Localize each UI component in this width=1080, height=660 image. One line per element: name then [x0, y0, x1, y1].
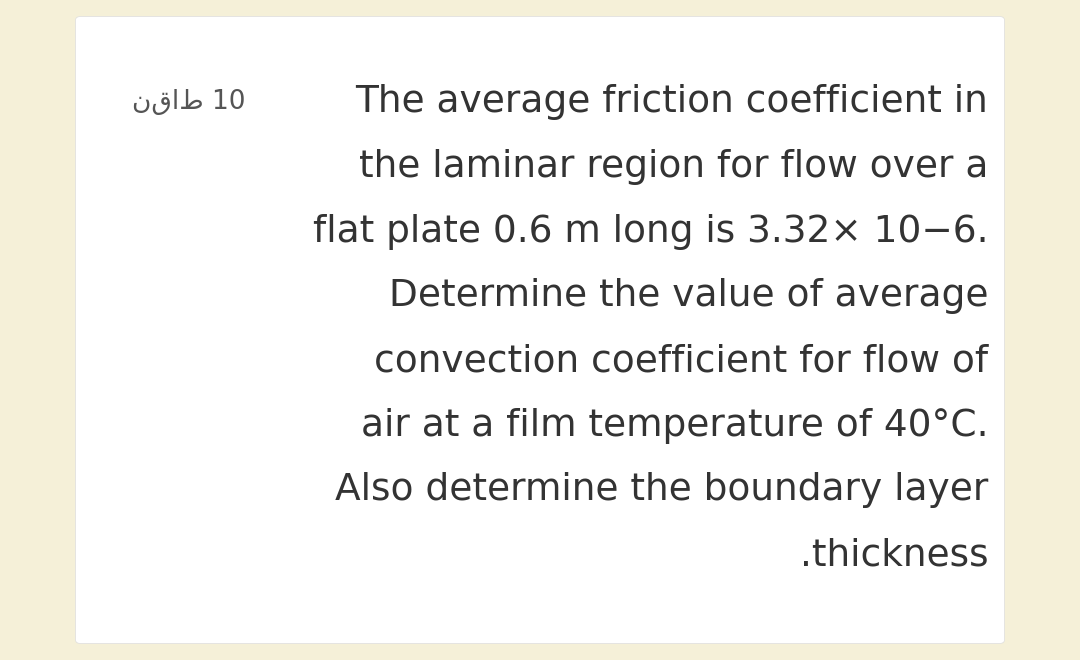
Text: the laminar region for flow over a: the laminar region for flow over a — [359, 149, 988, 185]
Text: نقاط 10: نقاط 10 — [132, 89, 246, 116]
Text: Determine the value of average: Determine the value of average — [389, 279, 988, 314]
Text: convection coefficient for flow of: convection coefficient for flow of — [374, 343, 988, 379]
Text: flat plate 0.6 m long is 3.32× 10−6.: flat plate 0.6 m long is 3.32× 10−6. — [313, 214, 988, 249]
Text: The average friction coefficient in: The average friction coefficient in — [355, 84, 988, 120]
Text: air at a film temperature of 40°C.: air at a film temperature of 40°C. — [361, 408, 988, 444]
Text: Also determine the boundary layer: Also determine the boundary layer — [335, 473, 988, 508]
Text: .thickness: .thickness — [799, 537, 988, 573]
FancyBboxPatch shape — [76, 16, 1004, 644]
